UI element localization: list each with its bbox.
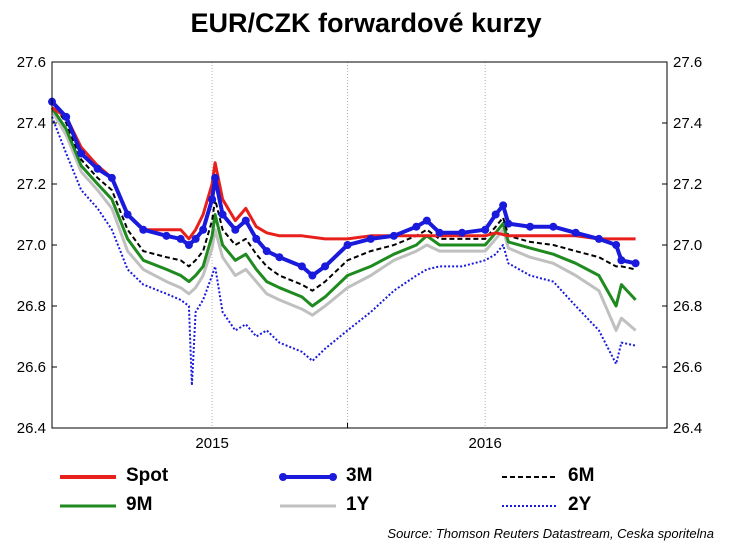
series-point-3m <box>389 231 398 240</box>
series-point-3m <box>211 173 220 182</box>
y-tick-label-left: 27.4 <box>17 115 46 132</box>
series-point-3m <box>617 256 626 265</box>
series-point-3m <box>481 225 490 234</box>
series-point-3m <box>62 112 71 121</box>
source-note: Source: Thomson Reuters Datastream, Cesk… <box>387 526 714 541</box>
series-point-3m <box>139 225 148 234</box>
series-line-1y <box>50 110 637 332</box>
series-point-3m <box>366 234 375 243</box>
series-point-3m <box>241 216 250 225</box>
chart-title: EUR/CZK forwardové kurzy <box>190 8 542 38</box>
series-point-3m <box>275 253 284 262</box>
series-point-3m <box>594 234 603 243</box>
series-line-spot <box>51 106 636 241</box>
series-point-3m <box>458 228 466 237</box>
series-point-3m <box>297 262 306 271</box>
x-tick-label: 2015 <box>195 435 228 452</box>
plot-frame <box>51 61 668 429</box>
series-layer <box>48 97 640 387</box>
series-point-3m <box>499 201 508 210</box>
series-point-3m <box>631 259 640 268</box>
y-tick-label-left: 26.4 <box>17 420 46 437</box>
series-point-3m <box>308 271 317 280</box>
series-point-3m <box>343 241 352 249</box>
series-point-3m <box>77 149 86 158</box>
y-tick-label-left: 27.2 <box>17 176 46 193</box>
series-point-3m <box>526 222 535 231</box>
series-point-3m <box>321 262 330 271</box>
y-tick-label-left: 26.8 <box>17 298 46 315</box>
series-point-3m <box>231 225 240 234</box>
series-point-3m <box>162 231 171 240</box>
series-line-9m <box>50 106 637 308</box>
series-point-3m <box>93 164 102 173</box>
y-tick-label-right: 27.6 <box>673 54 702 71</box>
series-point-3m <box>612 241 621 249</box>
y-tick-label-right: 26.6 <box>673 359 702 376</box>
series-point-3m <box>549 222 558 231</box>
series-line-2y <box>51 116 636 387</box>
y-tick-label-right: 26.4 <box>673 420 702 437</box>
series-point-3m <box>107 173 116 182</box>
y-tick-label-right: 26.8 <box>673 298 702 315</box>
series-point-3m <box>491 210 500 219</box>
axis-layer: 26.4 26.4 26.6 26.6 26.8 26.8 27.0 27.0 27.2 27.2… <box>17 54 702 452</box>
x-tick-label: 2016 <box>469 435 502 452</box>
series-point-3m <box>504 219 513 228</box>
series-line-3m <box>50 100 637 278</box>
y-tick-label-right: 27.2 <box>673 176 702 193</box>
y-tick-label-right: 27.4 <box>673 115 702 132</box>
series-point-3m <box>184 241 193 249</box>
series-point-3m <box>262 247 271 256</box>
y-tick-label-left: 26.6 <box>17 359 46 376</box>
series-point-3m <box>199 225 208 234</box>
y-tick-label-left: 27.0 <box>17 237 46 254</box>
series-point-3m <box>191 234 200 243</box>
series-point-3m <box>435 228 444 237</box>
series-point-3m <box>422 216 431 225</box>
series-point-3m <box>218 210 227 219</box>
series-line-6m <box>51 101 636 292</box>
series-point-3m <box>176 234 185 243</box>
series-point-3m <box>571 228 580 237</box>
series-point-3m <box>412 222 421 231</box>
y-tick-label-right: 27.0 <box>673 237 702 254</box>
series-point-3m <box>123 210 132 219</box>
series-point-3m <box>208 195 217 204</box>
y-tick-label-left: 27.6 <box>17 54 46 71</box>
series-point-3m <box>252 234 261 243</box>
